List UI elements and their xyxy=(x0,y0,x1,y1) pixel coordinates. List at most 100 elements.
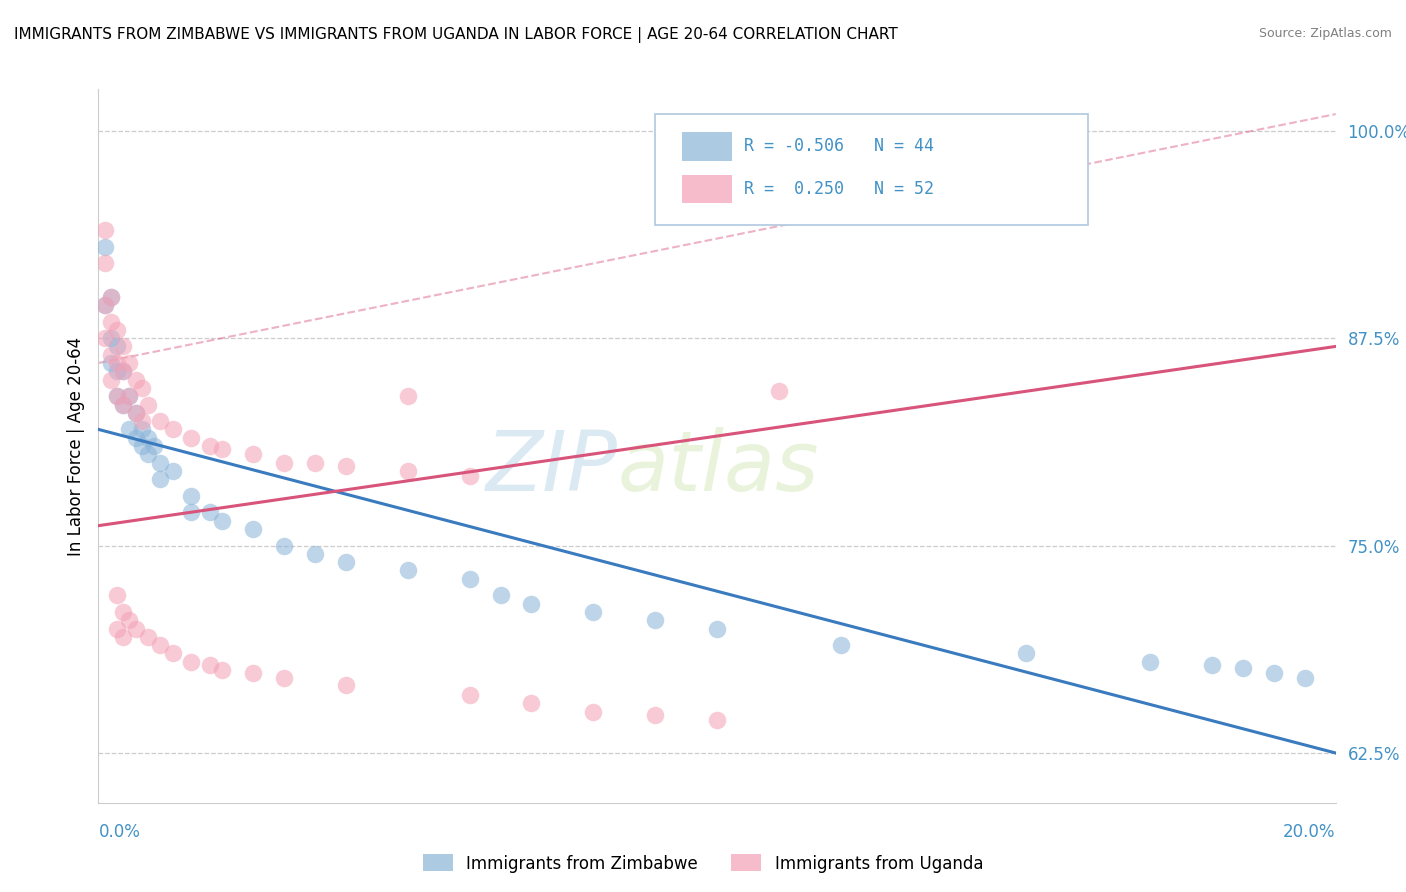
Point xyxy=(118,389,141,403)
Point xyxy=(1232,661,1254,675)
Point xyxy=(304,456,326,470)
Point xyxy=(396,389,419,403)
Point xyxy=(396,564,419,578)
Point xyxy=(242,666,264,681)
Point xyxy=(100,290,122,304)
Point xyxy=(105,389,128,403)
Point xyxy=(180,505,202,519)
Point xyxy=(706,713,728,727)
Point xyxy=(162,464,184,478)
Point xyxy=(93,256,115,270)
Text: 0.0%: 0.0% xyxy=(98,822,141,841)
Point xyxy=(105,356,128,370)
Point xyxy=(118,422,141,436)
Point xyxy=(124,373,146,387)
Point xyxy=(520,696,543,710)
Point xyxy=(93,298,115,312)
Point xyxy=(180,655,202,669)
Point xyxy=(149,414,172,428)
Point xyxy=(149,456,172,470)
Point xyxy=(520,597,543,611)
Point xyxy=(112,364,135,378)
Bar xyxy=(682,132,733,161)
Point xyxy=(582,705,605,719)
Bar xyxy=(682,175,733,203)
Point xyxy=(124,622,146,636)
Point xyxy=(489,588,512,602)
Point xyxy=(124,406,146,420)
Point xyxy=(100,331,122,345)
Point xyxy=(105,588,128,602)
Point xyxy=(112,630,135,644)
Point xyxy=(458,688,481,702)
Point xyxy=(136,431,159,445)
Point xyxy=(335,458,357,473)
Point xyxy=(131,422,153,436)
Text: 20.0%: 20.0% xyxy=(1284,822,1336,841)
Text: R = -0.506   N = 44: R = -0.506 N = 44 xyxy=(744,137,934,155)
Point xyxy=(93,331,115,345)
Point xyxy=(124,406,146,420)
Point xyxy=(93,223,115,237)
Point xyxy=(242,447,264,461)
Point xyxy=(211,514,233,528)
Point xyxy=(100,314,122,328)
Point xyxy=(180,489,202,503)
Point xyxy=(118,613,141,627)
Point xyxy=(93,240,115,254)
Point xyxy=(273,539,295,553)
Point xyxy=(180,431,202,445)
Point xyxy=(273,671,295,685)
Point xyxy=(768,384,790,399)
Point xyxy=(458,572,481,586)
Point xyxy=(149,638,172,652)
Point xyxy=(335,678,357,692)
Point xyxy=(112,397,135,411)
Point xyxy=(458,468,481,483)
Point xyxy=(273,456,295,470)
Text: R =  0.250   N = 52: R = 0.250 N = 52 xyxy=(744,180,934,198)
Text: Source: ZipAtlas.com: Source: ZipAtlas.com xyxy=(1258,27,1392,40)
Point xyxy=(396,464,419,478)
Point xyxy=(100,290,122,304)
Point xyxy=(112,364,135,378)
Point xyxy=(830,638,852,652)
Point xyxy=(112,605,135,619)
Point xyxy=(1015,647,1038,661)
Point xyxy=(143,439,166,453)
Point xyxy=(100,348,122,362)
Point xyxy=(131,439,153,453)
Legend: Immigrants from Zimbabwe, Immigrants from Uganda: Immigrants from Zimbabwe, Immigrants fro… xyxy=(416,847,990,880)
Point xyxy=(162,647,184,661)
Point xyxy=(100,356,122,370)
Point xyxy=(1294,671,1316,685)
Point xyxy=(136,447,159,461)
Point xyxy=(131,381,153,395)
Point xyxy=(136,630,159,644)
Point xyxy=(644,613,666,627)
Point xyxy=(149,472,172,486)
Point xyxy=(100,373,122,387)
Point xyxy=(211,442,233,457)
Text: ZIP: ZIP xyxy=(486,427,619,508)
Y-axis label: In Labor Force | Age 20-64: In Labor Force | Age 20-64 xyxy=(66,336,84,556)
Point xyxy=(93,298,115,312)
Point xyxy=(304,547,326,561)
Point xyxy=(118,356,141,370)
Point xyxy=(211,663,233,677)
Point xyxy=(124,431,146,445)
Point xyxy=(198,658,221,673)
Text: IMMIGRANTS FROM ZIMBABWE VS IMMIGRANTS FROM UGANDA IN LABOR FORCE | AGE 20-64 CO: IMMIGRANTS FROM ZIMBABWE VS IMMIGRANTS F… xyxy=(14,27,898,43)
Point xyxy=(105,323,128,337)
Point xyxy=(131,414,153,428)
Point xyxy=(198,439,221,453)
Point xyxy=(105,389,128,403)
Point xyxy=(1201,658,1223,673)
Point xyxy=(644,707,666,722)
Point xyxy=(162,422,184,436)
Point xyxy=(1263,666,1285,681)
Point xyxy=(105,622,128,636)
Point xyxy=(582,605,605,619)
Point xyxy=(335,555,357,569)
Point xyxy=(112,339,135,353)
